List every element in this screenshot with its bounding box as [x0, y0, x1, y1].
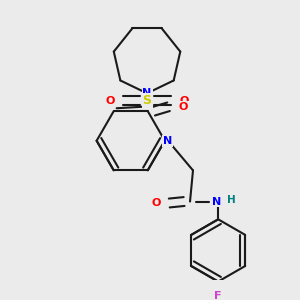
Text: H: H	[226, 195, 235, 205]
Text: F: F	[214, 291, 222, 300]
Text: S: S	[142, 94, 152, 107]
Text: O: O	[179, 96, 189, 106]
Text: O: O	[179, 102, 188, 112]
Text: O: O	[105, 96, 115, 106]
Text: N: N	[212, 196, 221, 206]
Text: N: N	[142, 88, 152, 98]
Text: N: N	[163, 136, 172, 146]
Text: O: O	[151, 198, 160, 208]
